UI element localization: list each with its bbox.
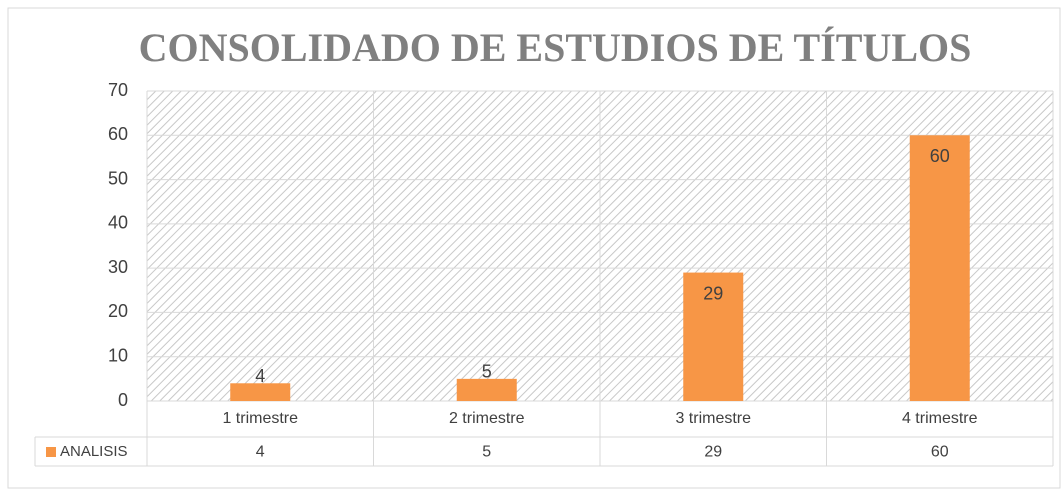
y-tick-label: 0 (118, 390, 128, 410)
data-label: 29 (703, 283, 723, 303)
bar (909, 135, 970, 402)
bar (456, 378, 517, 401)
data-label: 60 (930, 146, 950, 166)
y-tick-label: 50 (108, 168, 128, 188)
chart-title: CONSOLIDADO DE ESTUDIOS DE TÍTULOS (139, 25, 972, 70)
x-tick-label: 3 trimestre (675, 410, 751, 427)
y-tick-label: 60 (108, 124, 128, 144)
x-tick-label: 2 trimestre (449, 410, 525, 427)
bar (230, 383, 291, 401)
y-tick-label: 20 (108, 301, 128, 321)
table-cell: 4 (256, 444, 265, 461)
table-cell: 60 (931, 444, 949, 461)
table-cell: 5 (482, 444, 491, 461)
legend-label: ANALISIS (60, 443, 128, 460)
x-tick-label: 1 trimestre (222, 410, 298, 427)
data-label: 5 (482, 362, 492, 382)
bar (683, 272, 744, 401)
y-tick-label: 70 (108, 80, 128, 100)
data-label: 4 (255, 366, 265, 386)
legend-swatch (46, 447, 56, 457)
y-tick-label: 30 (108, 257, 128, 277)
y-tick-label: 10 (108, 345, 128, 365)
table-cell: 29 (704, 444, 722, 461)
y-tick-label: 40 (108, 213, 128, 233)
x-tick-label: 4 trimestre (902, 410, 978, 427)
